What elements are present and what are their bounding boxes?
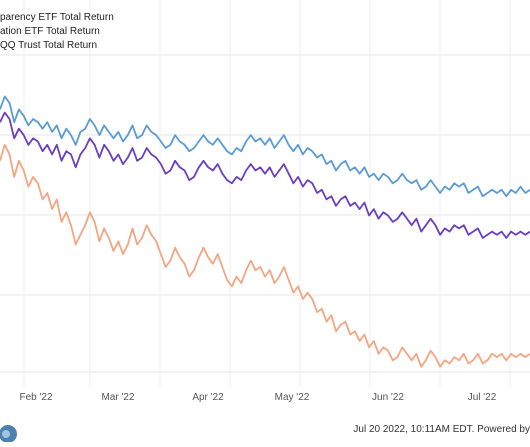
legend-label-1: parency ETF Total Return: [0, 11, 114, 23]
x-tick-label-3: Apr '22: [192, 392, 224, 403]
legend-label-3: QQ Trust Total Return: [0, 39, 98, 51]
series-layer: [0, 95, 530, 368]
series-line-3: [0, 143, 530, 368]
legend-item-1: parency ETF Total Return: [0, 10, 114, 24]
ycharts-logo-icon: [0, 412, 22, 443]
x-tick-label-4: May '22: [275, 392, 310, 403]
x-tick-label-1: Feb '22: [19, 392, 52, 403]
legend-label-2: ation ETF Total Return: [0, 25, 100, 37]
series-line-2: [0, 111, 530, 239]
x-tick-label-6: Jul '22: [468, 392, 497, 403]
x-axis-ticks: Feb '22 Mar '22 Apr '22 May '22 Jun '22 Jul '…: [19, 392, 496, 403]
legend-item-3: QQ Trust Total Return: [0, 38, 97, 52]
legend-item-2: ation ETF Total Return: [0, 24, 100, 38]
footer-attribution: Jul 20 2022, 10:11AM EDT. Powered by: [353, 424, 530, 435]
series-line-1: [0, 95, 530, 198]
x-tick-label-2: Mar '22: [101, 392, 134, 403]
chart-footer: Jul 20 2022, 10:11AM EDT. Powered by: [0, 418, 530, 442]
chart-grid: [0, 0, 530, 386]
x-tick-label-5: Jun '22: [372, 392, 404, 403]
